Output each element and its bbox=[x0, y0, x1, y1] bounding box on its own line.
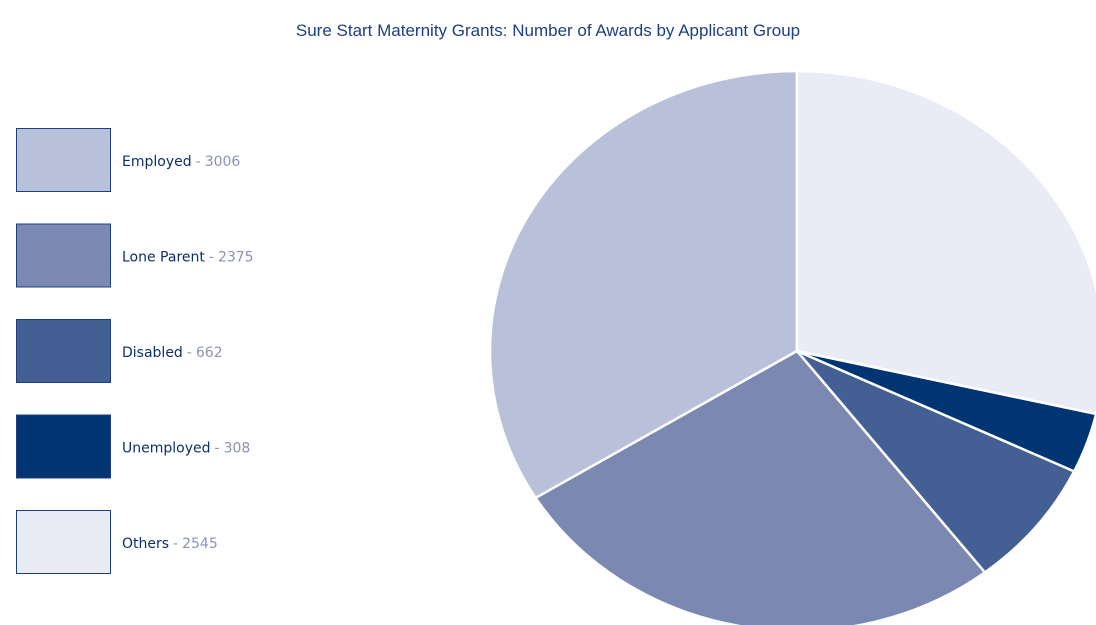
legend-value: 3006 bbox=[205, 154, 241, 170]
pie-slice bbox=[795, 349, 1096, 473]
pie-slice bbox=[534, 349, 987, 625]
pie-slice bbox=[488, 69, 799, 500]
legend-name: Employed bbox=[122, 154, 192, 170]
legend-name: Disabled bbox=[122, 345, 183, 361]
legend-value: 2375 bbox=[218, 250, 254, 266]
legend-separator: - bbox=[187, 345, 192, 361]
legend-label: Disabled -662 bbox=[122, 345, 223, 361]
legend-separator: - bbox=[209, 250, 214, 266]
legend-name: Lone Parent bbox=[122, 250, 205, 266]
legend-swatch bbox=[16, 319, 111, 383]
legend-separator: - bbox=[215, 441, 220, 457]
pie bbox=[488, 69, 1096, 625]
legend-label: Others -2545 bbox=[122, 536, 218, 552]
legend-swatch bbox=[16, 223, 111, 288]
pie-slice bbox=[795, 69, 1096, 416]
legend-label: Employed -3006 bbox=[122, 154, 240, 170]
legend-value: 2545 bbox=[182, 536, 218, 552]
pie-slice bbox=[795, 349, 1076, 574]
legend-value: 662 bbox=[196, 345, 223, 361]
legend-separator: - bbox=[196, 154, 201, 170]
legend-separator: - bbox=[173, 536, 178, 552]
legend-swatch bbox=[16, 128, 111, 192]
legend-swatch bbox=[16, 414, 111, 479]
legend-name: Others bbox=[122, 536, 169, 552]
legend-name: Unemployed bbox=[122, 441, 211, 457]
chart-title: Sure Start Maternity Grants: Number of A… bbox=[296, 21, 800, 40]
legend-value: 308 bbox=[224, 441, 251, 457]
legend-label: Unemployed -308 bbox=[122, 441, 250, 457]
legend-label: Lone Parent -2375 bbox=[122, 250, 254, 266]
legend-swatch bbox=[16, 510, 111, 574]
